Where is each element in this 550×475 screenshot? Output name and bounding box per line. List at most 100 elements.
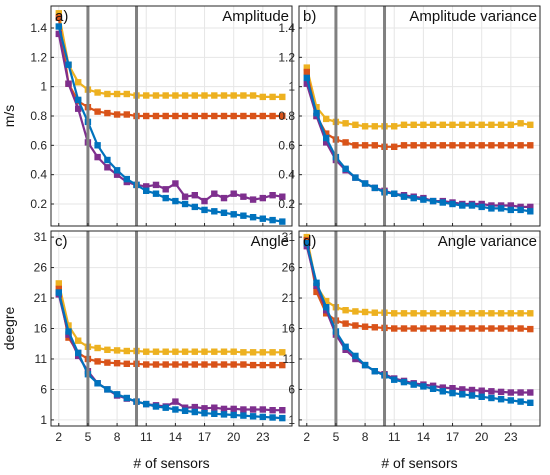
data-point-knn [162, 112, 169, 120]
data-point-nn [201, 197, 208, 205]
data-point-knn [113, 111, 121, 118]
data-point-knn [478, 142, 485, 149]
data-point-nn [249, 196, 257, 203]
y-tick-label: 26 [282, 261, 296, 275]
data-point-lr [162, 194, 169, 202]
x-axis-label: # of sensors [133, 455, 209, 471]
data-point-knn [269, 361, 276, 369]
y-tick-label: 1 [40, 413, 47, 427]
data-point-lr [75, 96, 82, 104]
data-point-et [517, 310, 524, 317]
data-point-et [55, 10, 62, 17]
series-lr [55, 23, 286, 225]
data-point-lr [439, 388, 446, 395]
data-point-et [488, 310, 495, 317]
data-point-lr [391, 190, 398, 197]
data-point-nn [191, 403, 198, 411]
data-point-nn [94, 153, 101, 161]
x-tick-label: 11 [388, 430, 401, 444]
data-point-et [220, 348, 228, 355]
data-point-et [361, 123, 369, 130]
y-tick-label: 26 [34, 261, 48, 275]
data-point-knn [55, 14, 62, 21]
data-point-nn [449, 385, 456, 392]
data-point-lr [400, 378, 408, 386]
data-point-nn [259, 406, 266, 413]
data-point-et [191, 92, 198, 99]
data-point-et [152, 348, 160, 355]
data-point-nn [211, 190, 218, 197]
series-knn [303, 68, 534, 150]
data-point-et [303, 64, 310, 71]
x-axis-label: # of sensors [381, 455, 457, 471]
panel-title: Amplitude variance [409, 8, 537, 25]
data-point-lr [240, 212, 247, 219]
data-point-nn [323, 139, 330, 146]
data-point-lr [94, 142, 101, 149]
data-point-knn [279, 112, 286, 120]
data-point-lr [410, 194, 417, 202]
data-point-knn [449, 142, 456, 149]
data-point-knn [104, 109, 111, 117]
data-point-nn [172, 180, 179, 187]
panel-label: a) [55, 8, 68, 25]
data-point-lr [269, 216, 276, 224]
data-point-lr [468, 392, 476, 399]
data-point-lr [65, 328, 72, 335]
data-point-knn [172, 112, 179, 120]
data-point-nn [497, 388, 505, 396]
data-point-lr [342, 343, 349, 350]
x-tick-label: 2 [303, 430, 310, 444]
data-point-et [439, 310, 446, 317]
data-point-nn [459, 386, 466, 393]
series-nn [55, 30, 286, 205]
data-point-lr [361, 361, 369, 369]
data-point-knn [391, 143, 398, 150]
y-tick-label: 11 [283, 352, 296, 366]
data-point-nn [517, 389, 524, 396]
data-point-et [259, 349, 266, 356]
y-tick-label: 6 [40, 382, 47, 396]
y-tick-label: 16 [34, 322, 48, 336]
y-tick-label: 1.2 [278, 50, 295, 64]
data-point-et [201, 92, 208, 99]
data-point-et [400, 310, 408, 317]
data-point-knn [162, 361, 169, 368]
panel-title: Amplitude [222, 8, 289, 25]
data-point-lr [361, 180, 369, 187]
data-point-nn [249, 406, 257, 413]
data-point-et [517, 120, 524, 127]
data-point-lr [391, 376, 398, 383]
data-point-knn [55, 285, 62, 293]
data-point-et [497, 121, 505, 128]
data-point-nn [269, 192, 276, 199]
data-point-knn [497, 325, 505, 332]
y-tick-label: 21 [282, 291, 296, 305]
data-point-lr [220, 209, 228, 216]
panel-title: Angle variance [438, 233, 537, 250]
y-axis-label: deegre [1, 306, 17, 350]
data-point-nn [507, 202, 514, 209]
data-point-knn [400, 325, 408, 332]
data-point-lr [439, 199, 446, 206]
data-point-knn [352, 322, 359, 329]
data-point-et [201, 348, 208, 355]
data-point-et [342, 120, 349, 127]
data-point-knn [113, 360, 121, 367]
y-tick-label: 1.2 [30, 50, 47, 64]
data-point-knn [400, 142, 408, 149]
data-point-knn [459, 325, 466, 332]
data-point-et [191, 348, 198, 355]
data-point-lr [488, 205, 495, 212]
data-point-et [323, 115, 330, 123]
data-point-lr [468, 202, 476, 209]
data-point-lr [104, 386, 111, 393]
data-point-knn [352, 142, 359, 149]
data-point-lr [507, 397, 514, 404]
data-point-lr [55, 289, 62, 296]
data-point-et [94, 344, 101, 352]
data-point-knn [478, 325, 485, 332]
data-point-et [410, 310, 417, 317]
data-point-lr [55, 23, 62, 30]
